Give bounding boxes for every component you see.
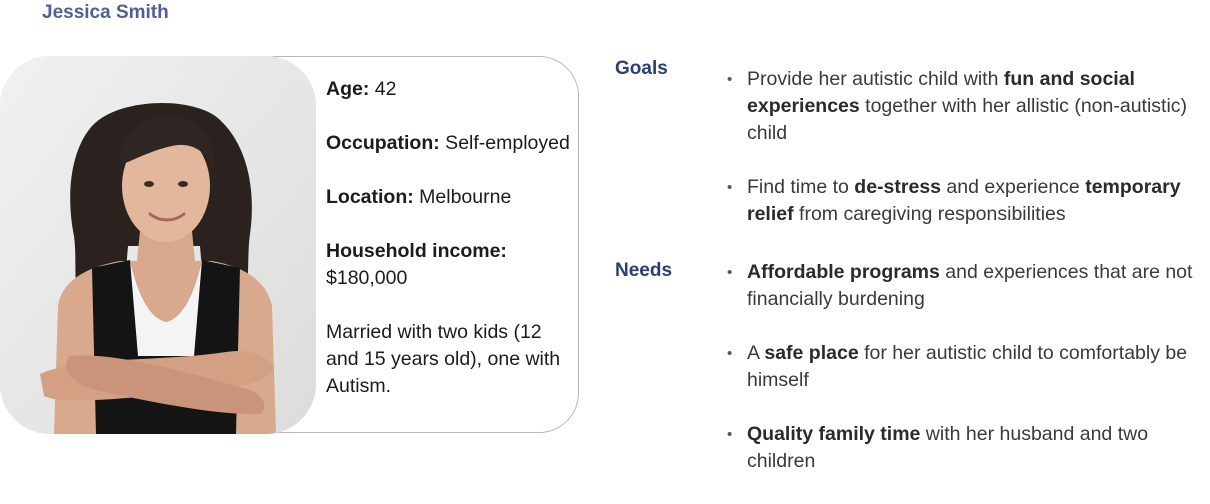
goal-item: • Find time to de-stress and experience t…	[727, 176, 1181, 225]
need-item: • Affordable programs and experiences tha…	[727, 261, 1193, 310]
occupation-value: Self-employed	[439, 132, 570, 154]
income-value: $180,000	[326, 267, 408, 289]
portrait-photo-icon	[0, 56, 316, 434]
goal-item: • Provide her autistic child with fun and…	[727, 68, 1188, 144]
bullet-icon: •	[727, 345, 733, 362]
persona-facts: Age: 42 Occupation: Self-employed Locati…	[326, 76, 570, 400]
bullet-icon: •	[727, 264, 733, 281]
location-label: Location:	[326, 186, 414, 208]
needs-list: • Affordable programs and experiences tha…	[726, 259, 1210, 475]
occupation-fact: Occupation: Self-employed	[326, 130, 570, 157]
income-label: Household income:	[326, 240, 507, 262]
family-fact: Married with two kids (12 and 15 years o…	[326, 321, 561, 397]
bullet-icon: •	[727, 426, 733, 443]
bullet-icon: •	[727, 179, 733, 196]
need-item: • Quality family time with her husband an…	[727, 423, 1149, 472]
goals-list: • Provide her autistic child with fun and…	[726, 66, 1210, 228]
location-value: Melbourne	[413, 186, 512, 208]
needs-label: Needs	[615, 260, 673, 281]
age-label: Age:	[326, 78, 370, 100]
need-item: • A safe place for her autistic child to …	[727, 342, 1188, 391]
goals-label: Goals	[615, 58, 668, 79]
bullet-icon: •	[727, 71, 733, 88]
income-fact: Household income: $180,000	[326, 238, 570, 292]
location-fact: Location: Melbourne	[326, 184, 570, 211]
age-value: 42	[369, 78, 397, 100]
age-fact: Age: 42	[326, 76, 570, 103]
persona-name: Jessica Smith	[42, 2, 169, 23]
occupation-label: Occupation:	[326, 132, 440, 154]
